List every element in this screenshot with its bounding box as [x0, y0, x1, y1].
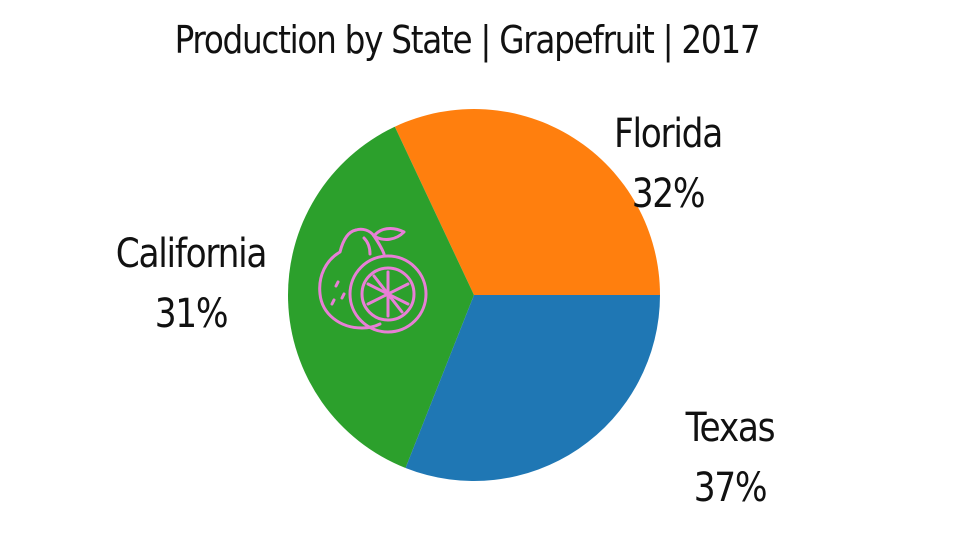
slice-percent-texas: 37% — [693, 465, 768, 511]
slice-name-california: California — [115, 231, 268, 277]
slice-percent-california: 31% — [154, 291, 229, 337]
chart-title: Production by State | Grapefruit | 2017 — [174, 18, 761, 62]
pie-slice-california — [405, 295, 660, 481]
pie-slice-florida — [394, 109, 660, 295]
slice-label-florida: Florida 32% — [599, 104, 737, 224]
slice-name-florida: Florida — [614, 111, 723, 157]
slice-name-texas: Texas — [685, 405, 776, 451]
slice-label-california: California 31% — [109, 224, 272, 344]
slice-percent-florida: 32% — [631, 171, 706, 217]
pie-slices — [288, 109, 660, 481]
grapefruit-icon — [312, 224, 436, 340]
slice-label-texas: Texas 37% — [661, 398, 799, 518]
